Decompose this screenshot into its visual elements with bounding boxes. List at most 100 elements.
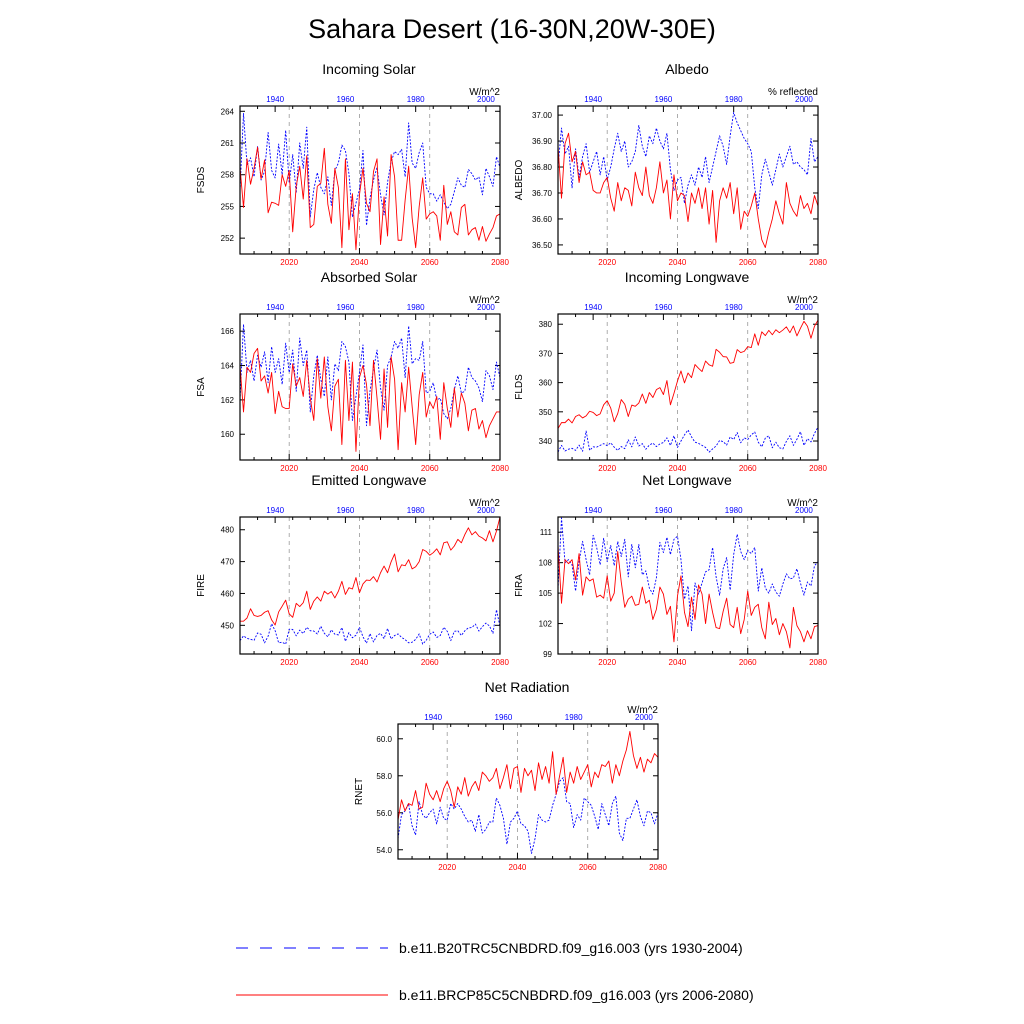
y-tick-label: 162 bbox=[221, 396, 235, 405]
panel-net-radiation: Net Radiation W/m^2 RNET 54.0 56.0 58.0 60.0 20… bbox=[354, 679, 667, 872]
panel-incoming-solar: Incoming Solar W/m^2 FSDS 252 255 258 261 264 20… bbox=[196, 61, 509, 267]
y-tick-label: 36.70 bbox=[532, 189, 553, 198]
x-tick-label-bottom: 2040 bbox=[669, 464, 687, 473]
series-line-historical bbox=[557, 517, 819, 632]
units-label: W/m^2 bbox=[469, 87, 500, 98]
x-tick-label-top: 1960 bbox=[337, 506, 355, 515]
y-tick-label: 470 bbox=[221, 558, 235, 567]
series-line-future bbox=[239, 146, 501, 251]
panel-absorbed-solar: Absorbed Solar W/m^2 FSA 160 162 164 166 2020 20… bbox=[196, 269, 509, 473]
y-tick-label: 164 bbox=[221, 362, 235, 371]
x-tick-label-top: 2000 bbox=[477, 303, 495, 312]
units-label: W/m^2 bbox=[787, 498, 818, 509]
x-tick-label-bottom: 2060 bbox=[739, 658, 757, 667]
x-tick-label-bottom: 2020 bbox=[280, 258, 298, 267]
x-tick-label-top: 1940 bbox=[266, 506, 284, 515]
plot-frame bbox=[239, 313, 501, 461]
chart-title: Absorbed Solar bbox=[321, 269, 418, 285]
plot-frame bbox=[557, 313, 819, 461]
x-tick-label-top: 1960 bbox=[655, 95, 673, 104]
incoming-solar-chart: Incoming Solar W/m^2 FSDS 252 255 258 261 264 20… bbox=[196, 61, 509, 267]
y-tick-label: 36.90 bbox=[532, 137, 553, 146]
x-tick-label-bottom: 2040 bbox=[509, 863, 527, 872]
x-tick-label-top: 2000 bbox=[635, 713, 653, 722]
x-tick-label-top: 1980 bbox=[407, 303, 425, 312]
y-axis-label: FLDS bbox=[514, 374, 525, 400]
legend-swatch-dashed bbox=[236, 947, 388, 949]
legend-label-historical: b.e11.B20TRC5CNBDRD.f09_g16.003 (yrs 193… bbox=[399, 940, 743, 956]
x-tick-label-top: 1960 bbox=[337, 303, 355, 312]
x-tick-label-top: 1980 bbox=[407, 95, 425, 104]
y-tick-label: 480 bbox=[221, 526, 235, 535]
plot-frame bbox=[239, 105, 501, 255]
x-tick-label-bottom: 2040 bbox=[669, 658, 687, 667]
units-label: % reflected bbox=[768, 87, 818, 98]
x-tick-label-top: 1940 bbox=[424, 713, 442, 722]
x-tick-label-bottom: 2060 bbox=[579, 863, 597, 872]
x-tick-label-bottom: 2060 bbox=[739, 464, 757, 473]
absorbed-solar-chart: Absorbed Solar W/m^2 FSA 160 162 164 166 2020 20… bbox=[196, 269, 509, 473]
x-tick-label-bottom: 2020 bbox=[280, 658, 298, 667]
series-line-historical bbox=[397, 777, 659, 854]
x-tick-label-bottom: 2080 bbox=[809, 258, 827, 267]
chart-title: Net Radiation bbox=[485, 679, 570, 695]
y-tick-label: 56.0 bbox=[376, 809, 392, 818]
x-tick-label-top: 1940 bbox=[266, 95, 284, 104]
x-tick-label-top: 1960 bbox=[495, 713, 513, 722]
x-tick-label-top: 1980 bbox=[725, 506, 743, 515]
y-tick-label: 340 bbox=[539, 437, 553, 446]
y-tick-label: 36.60 bbox=[532, 215, 553, 224]
x-tick-label-bottom: 2080 bbox=[809, 464, 827, 473]
series-line-historical bbox=[557, 112, 819, 210]
emitted-longwave-chart: Emitted Longwave W/m^2 FIRE 450 460 470 480 202… bbox=[196, 472, 509, 667]
y-tick-label: 261 bbox=[221, 139, 235, 148]
x-tick-label-bottom: 2020 bbox=[598, 464, 616, 473]
y-tick-label: 60.0 bbox=[376, 735, 392, 744]
y-tick-label: 360 bbox=[539, 379, 553, 388]
x-tick-label-bottom: 2040 bbox=[351, 258, 369, 267]
x-tick-label-top: 2000 bbox=[477, 506, 495, 515]
x-tick-label-top: 1980 bbox=[725, 95, 743, 104]
series-line-future bbox=[240, 516, 501, 626]
plot-frame bbox=[239, 516, 501, 655]
x-tick-label-top: 1960 bbox=[655, 506, 673, 515]
x-tick-label-bottom: 2080 bbox=[491, 658, 509, 667]
y-axis-label: FSDS bbox=[196, 166, 207, 193]
x-tick-label-top: 1980 bbox=[407, 506, 425, 515]
x-tick-label-bottom: 2040 bbox=[669, 258, 687, 267]
x-tick-label-bottom: 2060 bbox=[739, 258, 757, 267]
y-tick-label: 36.50 bbox=[532, 241, 553, 250]
y-tick-label: 102 bbox=[539, 620, 553, 629]
x-tick-label-bottom: 2060 bbox=[421, 464, 439, 473]
units-label: W/m^2 bbox=[469, 295, 500, 306]
series-line-historical bbox=[239, 112, 501, 226]
y-tick-label: 54.0 bbox=[376, 846, 392, 855]
y-axis-label: ALBEDO bbox=[514, 159, 525, 200]
series-line-historical bbox=[557, 426, 819, 453]
y-tick-label: 264 bbox=[221, 107, 235, 116]
legend-swatch-solid bbox=[236, 994, 388, 996]
chart-title: Incoming Longwave bbox=[625, 269, 750, 285]
y-tick-label: 370 bbox=[539, 349, 553, 358]
plot-frame bbox=[397, 723, 659, 860]
y-tick-label: 105 bbox=[539, 589, 553, 598]
y-tick-label: 252 bbox=[221, 234, 235, 243]
x-tick-label-top: 2000 bbox=[477, 95, 495, 104]
x-tick-label-bottom: 2080 bbox=[491, 464, 509, 473]
y-tick-label: 36.80 bbox=[532, 163, 553, 172]
plot-frame bbox=[557, 516, 819, 655]
y-tick-label: 166 bbox=[221, 327, 235, 336]
y-tick-label: 255 bbox=[221, 202, 235, 211]
x-tick-label-bottom: 2020 bbox=[598, 258, 616, 267]
series-line-historical bbox=[239, 323, 501, 427]
x-tick-label-bottom: 2080 bbox=[649, 863, 667, 872]
x-tick-label-bottom: 2020 bbox=[280, 464, 298, 473]
x-tick-label-top: 2000 bbox=[795, 95, 813, 104]
chart-title: Emitted Longwave bbox=[311, 472, 426, 488]
units-label: W/m^2 bbox=[469, 498, 500, 509]
x-tick-label-bottom: 2040 bbox=[351, 658, 369, 667]
incoming-longwave-chart: Incoming Longwave W/m^2 FLDS 340 350 360 370 38… bbox=[514, 269, 827, 473]
y-tick-label: 58.0 bbox=[376, 772, 392, 781]
net-radiation-chart: Net Radiation W/m^2 RNET 54.0 56.0 58.0 60.0 20… bbox=[354, 679, 667, 872]
x-tick-label-top: 1960 bbox=[655, 303, 673, 312]
